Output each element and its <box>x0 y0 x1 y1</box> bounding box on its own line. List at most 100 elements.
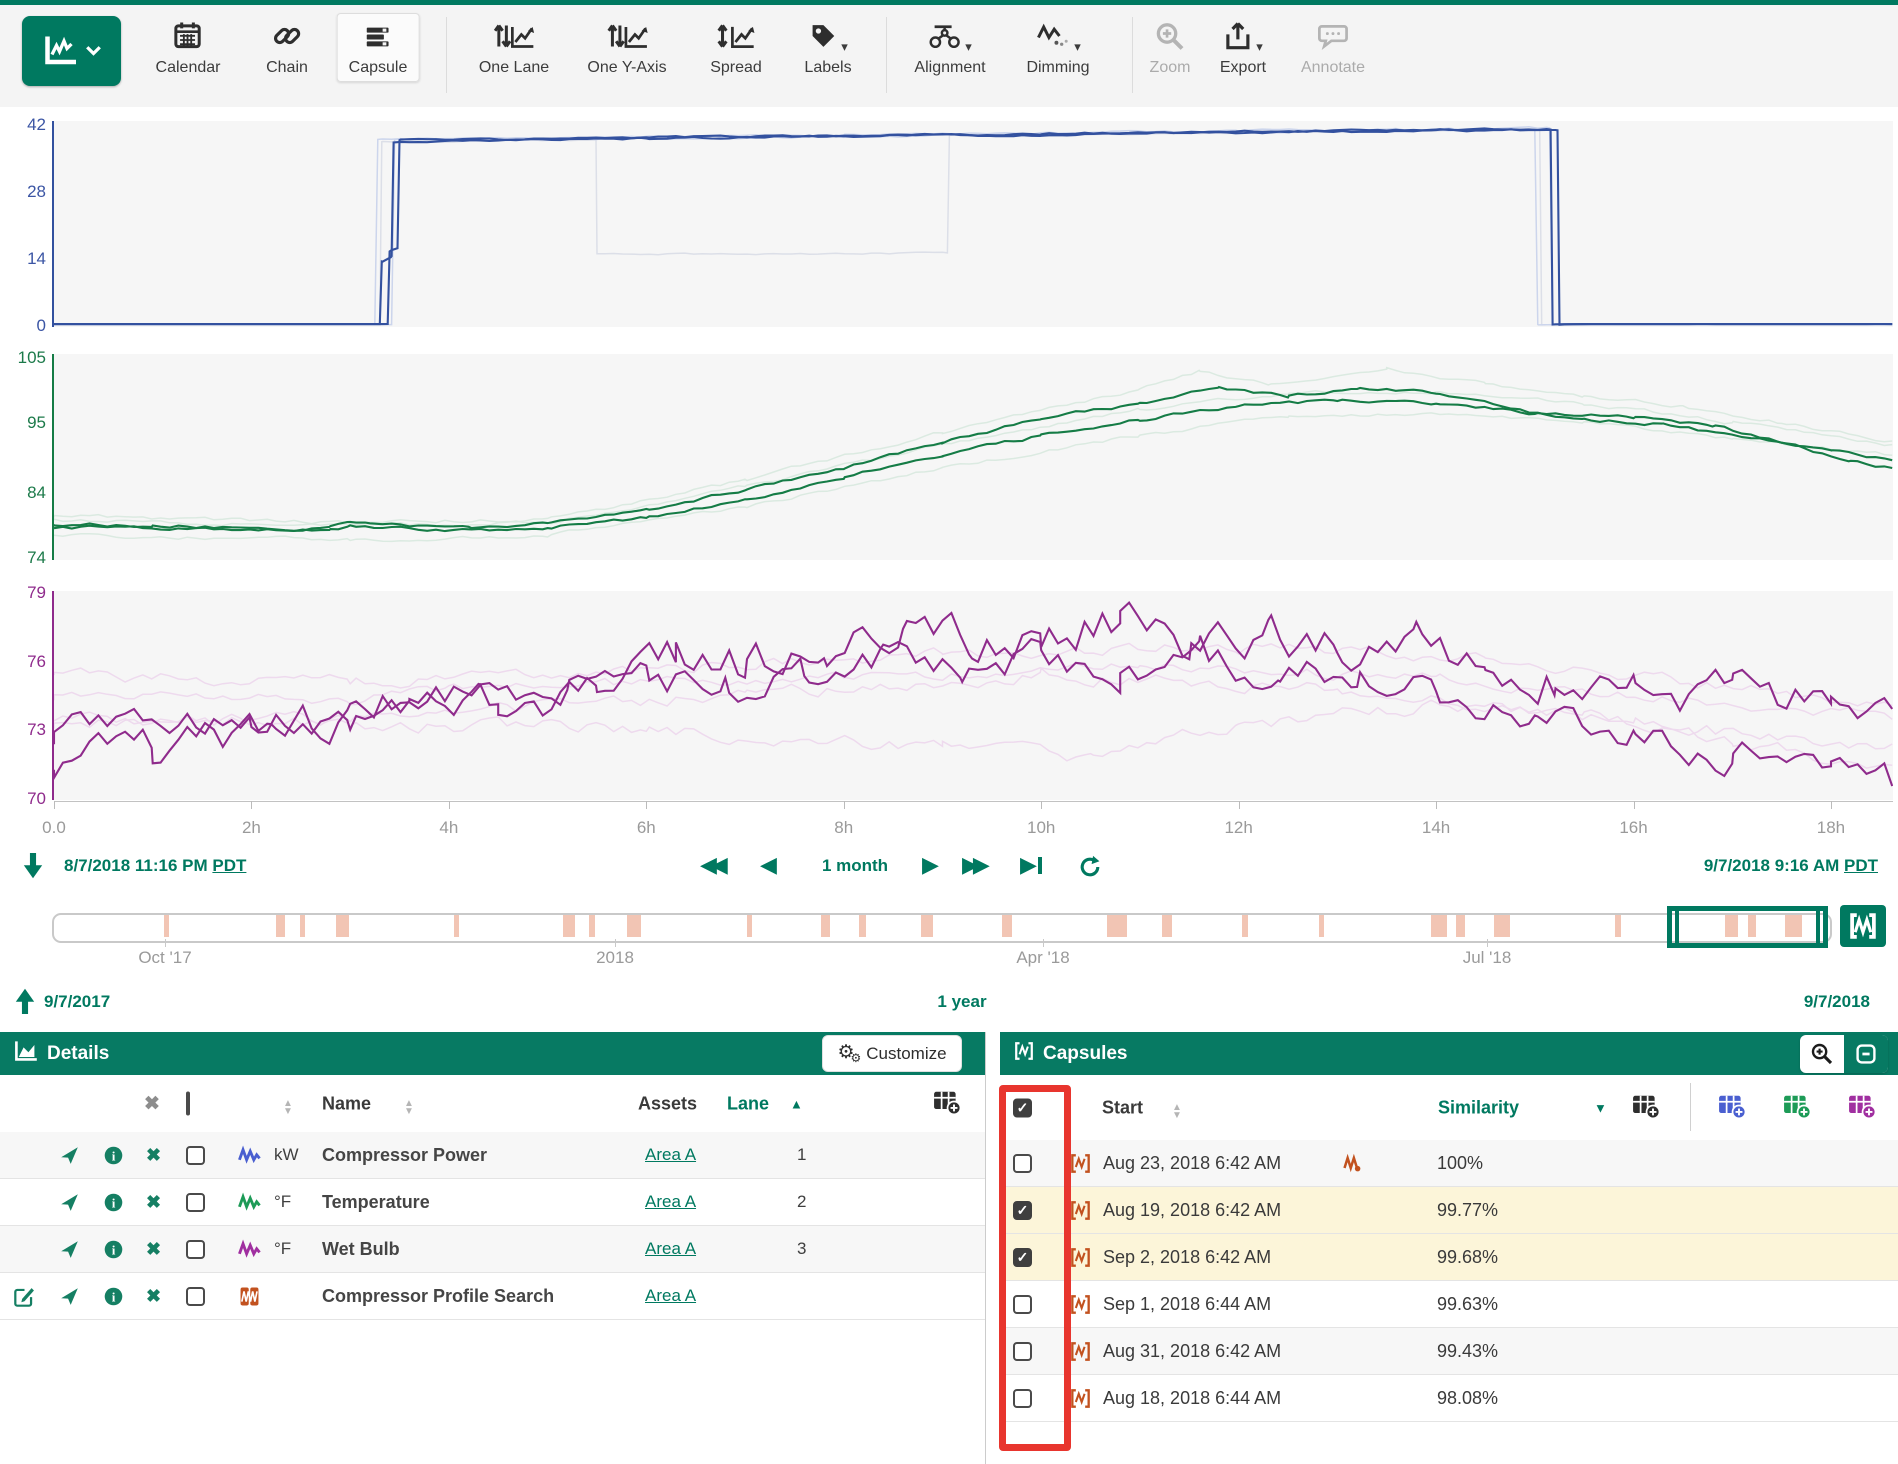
capsule-row[interactable]: ✓ Aug 19, 2018 6:42 AM 99.77% <box>1000 1187 1898 1234</box>
capsule-row[interactable]: ✓ Sep 2, 2018 6:42 AM 99.68% <box>1000 1234 1898 1281</box>
info-icon[interactable]: i <box>104 1179 123 1225</box>
toolbar-button-labels[interactable]: ▾Labels <box>792 13 863 82</box>
row-checkbox[interactable] <box>186 1226 205 1272</box>
investigate-start-date[interactable]: 9/7/2017 <box>44 992 110 1012</box>
capsule-checkbox[interactable] <box>1013 1281 1032 1327</box>
svg-text:i: i <box>112 1242 116 1257</box>
timebar-track[interactable] <box>52 913 1832 943</box>
signal-icon <box>238 1179 261 1225</box>
asset-link[interactable]: Area A <box>645 1179 696 1225</box>
display-range-end[interactable]: 9/7/2018 9:16 AM PDT <box>1704 856 1878 876</box>
capsule-row[interactable]: Aug 23, 2018 6:42 AM 100% <box>1000 1140 1898 1187</box>
info-icon[interactable]: i <box>104 1273 123 1319</box>
capsule-stripe <box>1002 915 1012 937</box>
capsule-similarity: 100% <box>1437 1140 1483 1186</box>
step-back-full-button[interactable]: ◀◀ <box>700 852 722 878</box>
sort-icon[interactable]: ▲▼ <box>404 1092 414 1116</box>
x-axis-tick-label: 10h <box>1027 818 1055 838</box>
sort-icon[interactable]: ▲▼ <box>1172 1096 1182 1120</box>
add-stats-column-magenta-icon[interactable] <box>1848 1091 1876 1124</box>
column-header-start[interactable]: Start <box>1102 1097 1143 1118</box>
sort-ascending-icon[interactable]: ▲ <box>790 1096 803 1111</box>
row-checkbox[interactable] <box>186 1179 205 1225</box>
add-column-icon[interactable] <box>1632 1091 1660 1124</box>
x-axis-tick-label: 2h <box>242 818 261 838</box>
toolbar-button-spread[interactable]: Spread <box>698 13 774 82</box>
toolbar-button-one-y-axis[interactable]: One Y-Axis <box>575 13 678 82</box>
capsule-row[interactable]: Sep 1, 2018 6:44 AM 99.63% <box>1000 1281 1898 1328</box>
view-selector-button[interactable] <box>22 16 121 86</box>
asset-link[interactable]: Area A <box>645 1273 696 1319</box>
zoom-in-icon[interactable] <box>1800 1035 1844 1073</box>
column-header-name[interactable]: Name <box>322 1093 371 1114</box>
toolbar-button-chain[interactable]: Chain <box>254 13 320 82</box>
sort-icon[interactable]: ▲▼ <box>283 1092 293 1116</box>
trend-jump-icon[interactable] <box>60 1273 79 1319</box>
info-icon[interactable]: i <box>104 1226 123 1272</box>
lane-1-plot[interactable] <box>54 121 1893 327</box>
lane-number: 1 <box>797 1132 806 1178</box>
y-axis-tick-label: 0 <box>0 316 46 336</box>
column-header-similarity[interactable]: Similarity <box>1438 1097 1519 1118</box>
investigate-duration[interactable]: 1 year <box>902 992 1022 1012</box>
step-to-end-button[interactable]: ▶ <box>1020 852 1042 878</box>
trend-jump-icon[interactable] <box>60 1132 79 1178</box>
labels-icon <box>808 21 838 56</box>
add-column-icon[interactable] <box>933 1087 961 1120</box>
capsule-checkbox[interactable] <box>1013 1375 1032 1421</box>
capsule-time-toggle-button[interactable] <box>1840 905 1886 947</box>
toolbar-button-dimming[interactable]: ▾Dimming <box>1014 13 1101 82</box>
signal-name: Temperature <box>322 1179 430 1225</box>
display-range-start[interactable]: 8/7/2018 11:16 PM PDT <box>64 856 246 876</box>
range-duration-button[interactable]: 1 month <box>800 856 910 876</box>
remove-icon[interactable]: ✖ <box>146 1273 161 1319</box>
remove-all-icon[interactable]: ✖ <box>144 1092 160 1115</box>
customize-button[interactable]: ⚙⚙ Customize <box>822 1035 962 1072</box>
trend-jump-icon[interactable] <box>60 1179 79 1225</box>
timezone-link[interactable]: PDT <box>1844 856 1878 875</box>
capsule-similarity: 99.77% <box>1437 1187 1498 1233</box>
capsule-checkbox[interactable] <box>1013 1140 1032 1186</box>
edit-icon[interactable] <box>14 1273 35 1319</box>
timezone-link[interactable]: PDT <box>212 856 246 875</box>
remove-icon[interactable]: ✖ <box>146 1179 161 1225</box>
toolbar-button-export[interactable]: ▾Export <box>1208 13 1278 82</box>
step-forward-half-button[interactable]: ▶ <box>922 852 939 878</box>
lane-2-plot[interactable] <box>54 354 1893 560</box>
row-checkbox[interactable] <box>186 1273 205 1319</box>
investigate-end-date[interactable]: 9/7/2018 <box>1804 992 1870 1012</box>
toolbar-button-capsule[interactable]: Capsule <box>337 13 420 82</box>
capsule-row[interactable]: Aug 18, 2018 6:44 AM 98.08% <box>1000 1375 1898 1422</box>
step-back-half-button[interactable]: ◀ <box>760 852 777 878</box>
capsule-checkbox[interactable]: ✓ <box>1013 1187 1032 1233</box>
capsule-row[interactable]: Aug 31, 2018 6:42 AM 99.43% <box>1000 1328 1898 1375</box>
spread-icon <box>717 21 755 56</box>
trend-jump-icon[interactable] <box>60 1226 79 1272</box>
row-checkbox[interactable] <box>186 1132 205 1178</box>
toolbar-label: One Lane <box>479 59 549 77</box>
asset-link[interactable]: Area A <box>645 1226 696 1272</box>
sort-descending-icon[interactable]: ▼ <box>1594 1100 1607 1115</box>
select-all-checkbox[interactable] <box>186 1093 190 1114</box>
column-header-assets[interactable]: Assets <box>638 1093 697 1114</box>
add-stats-column-blue-icon[interactable] <box>1718 1091 1746 1124</box>
toolbar-button-alignment[interactable]: ▾Alignment <box>902 13 997 82</box>
toolbar-button-one-lane[interactable]: One Lane <box>467 13 561 82</box>
step-forward-full-button[interactable]: ▶▶ <box>962 852 984 878</box>
timebar-selection-handle[interactable] <box>1667 906 1828 948</box>
svg-text:i: i <box>112 1195 116 1210</box>
capsule-checkbox[interactable]: ✓ <box>1013 1234 1032 1280</box>
asset-link[interactable]: Area A <box>645 1132 696 1178</box>
remove-icon[interactable]: ✖ <box>146 1226 161 1272</box>
capsule-checkbox[interactable] <box>1013 1328 1032 1374</box>
column-header-lane[interactable]: Lane <box>727 1093 769 1114</box>
lane-3-plot[interactable] <box>54 591 1893 800</box>
info-icon[interactable]: i <box>104 1132 123 1178</box>
collapse-panel-icon[interactable] <box>1844 1035 1888 1073</box>
select-all-capsules-checkbox[interactable]: ✓ <box>1013 1098 1032 1117</box>
remove-icon[interactable]: ✖ <box>146 1132 161 1178</box>
refresh-icon[interactable] <box>1078 855 1102 884</box>
capsule-stripe <box>1242 915 1248 937</box>
toolbar-button-calendar[interactable]: Calendar <box>144 13 233 82</box>
add-stats-column-green-icon[interactable] <box>1783 1091 1811 1124</box>
